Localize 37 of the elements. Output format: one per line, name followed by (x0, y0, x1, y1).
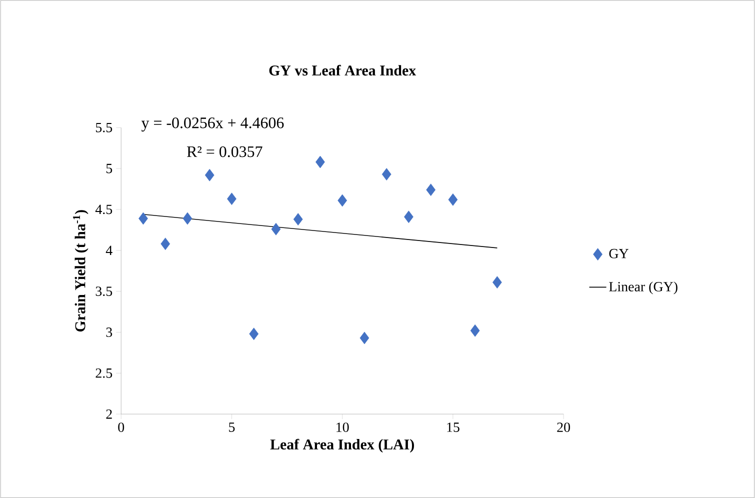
point (204, 168, 214, 182)
x-tick-label: 10 (336, 422, 349, 432)
point (448, 193, 458, 206)
legend-label: GY (609, 248, 628, 258)
point (316, 156, 325, 168)
point (249, 328, 259, 340)
y-tick-label: 4.5 (95, 204, 112, 214)
point (271, 222, 281, 236)
point (360, 332, 370, 344)
x-tick-label: 20 (557, 422, 570, 432)
y-axis-title: Grain Yield (t ha$^{-1}$) (73, 210, 88, 332)
x-tick-label: 15 (447, 422, 460, 432)
point (227, 192, 236, 205)
point (404, 210, 414, 223)
x-tick-label: 0 (118, 422, 124, 432)
point (470, 324, 480, 337)
point (338, 194, 348, 206)
legend-label: Linear (GY) (609, 281, 678, 294)
annotation: y = -0.0256x + 4.4606 (141, 117, 284, 132)
y-tick-label: 5 (106, 164, 112, 174)
y-tick-label: 5.5 (96, 122, 112, 132)
point (160, 238, 170, 250)
point (182, 212, 192, 224)
y-tick-label: 2.5 (96, 368, 112, 378)
point (426, 183, 436, 196)
annotation: R² = 0.0357 (186, 146, 262, 157)
chart-title: GY vs Leaf Area Index (269, 64, 416, 76)
x-axis-title: Leaf Area Index (LAI) (270, 438, 414, 452)
point (382, 168, 392, 180)
point (492, 276, 502, 288)
point (293, 212, 303, 226)
y-tick-label: 2 (106, 409, 112, 419)
x-tick-label: 5 (229, 422, 235, 432)
y-tick-label: 3.5 (96, 286, 112, 296)
y-tick-label: 4 (106, 246, 112, 255)
point (138, 212, 148, 224)
y-tick-label: 3 (106, 327, 112, 337)
